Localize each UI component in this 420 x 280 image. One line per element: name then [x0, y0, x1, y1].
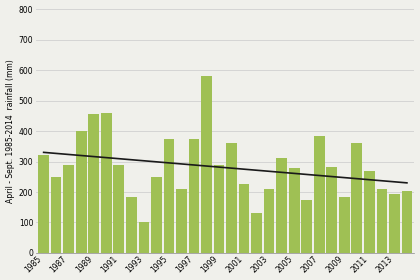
Bar — [126, 197, 136, 253]
Bar — [339, 197, 349, 253]
Bar — [289, 168, 299, 253]
Bar — [364, 171, 375, 253]
Bar — [201, 76, 212, 253]
Bar — [314, 136, 325, 253]
Bar — [139, 223, 149, 253]
Bar — [402, 192, 412, 253]
Bar — [276, 158, 287, 253]
Bar — [63, 165, 74, 253]
Bar — [101, 113, 112, 253]
Bar — [38, 155, 49, 253]
Bar — [251, 213, 262, 253]
Bar — [163, 139, 174, 253]
Bar — [189, 139, 200, 253]
Bar — [113, 165, 124, 253]
Bar — [326, 167, 337, 253]
Y-axis label: April - Sept. 1985-2014  rainfall (mm): April - Sept. 1985-2014 rainfall (mm) — [5, 59, 15, 203]
Bar — [214, 165, 224, 253]
Bar — [151, 177, 162, 253]
Bar — [89, 114, 99, 253]
Bar — [76, 131, 87, 253]
Bar — [226, 143, 237, 253]
Bar — [51, 177, 61, 253]
Bar — [302, 200, 312, 253]
Bar — [389, 194, 400, 253]
Bar — [264, 189, 274, 253]
Bar — [352, 143, 362, 253]
Bar — [377, 189, 387, 253]
Bar — [176, 189, 187, 253]
Bar — [239, 185, 249, 253]
